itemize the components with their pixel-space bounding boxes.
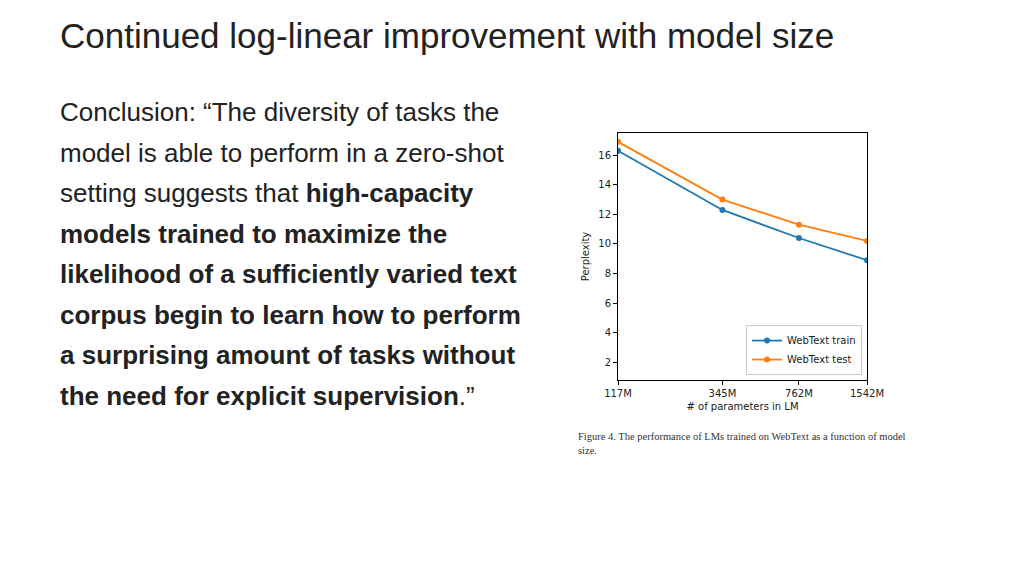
svg-text:1542M: 1542M: [850, 388, 884, 399]
svg-text:# of parameters in LM: # of parameters in LM: [686, 401, 798, 412]
svg-text:117M: 117M: [604, 388, 632, 399]
html-text:Continued log-linear improveme: Continued log-linear improvement with mo…: [60, 16, 835, 55]
html-text:Conclusion: “The diversity of: Conclusion: “The diversity of tasks the …: [60, 97, 521, 411]
html-text:Figure 4. The performance of L: Figure 4. The performance of LMs trained…: [578, 431, 906, 456]
svg-text:10: 10: [598, 238, 611, 249]
svg-text:12: 12: [598, 209, 611, 220]
svg-text:345M: 345M: [709, 388, 737, 399]
svg-text:2: 2: [605, 357, 611, 368]
svg-text:4: 4: [605, 327, 611, 338]
svg-text:8: 8: [605, 268, 611, 279]
svg-text:14: 14: [598, 179, 611, 190]
svg-text:Perplexity: Perplexity: [580, 232, 591, 282]
svg-text:762M: 762M: [785, 388, 813, 399]
svg-text:16: 16: [598, 150, 611, 161]
svg-text:6: 6: [605, 298, 611, 309]
svg-text:WebText test: WebText test: [787, 354, 851, 365]
svg-text:WebText train: WebText train: [787, 335, 855, 346]
